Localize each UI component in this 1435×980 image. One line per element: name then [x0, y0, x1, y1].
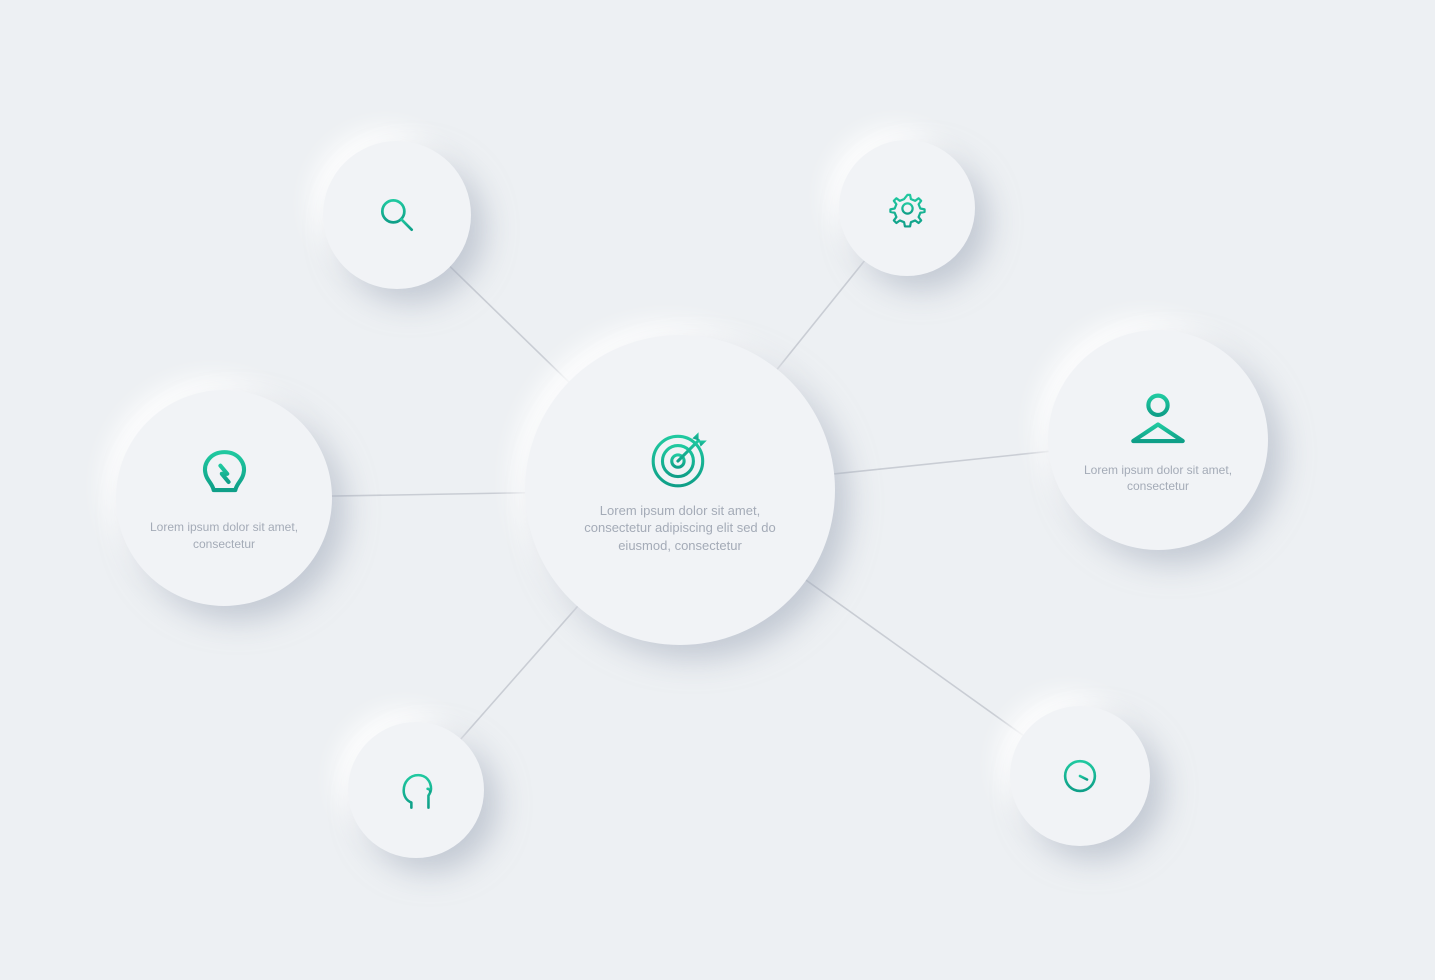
lightbulb-icon: [192, 444, 257, 509]
node-idea: Lorem ipsum dolor sit amet, consectetur: [116, 390, 332, 606]
center-node: Lorem ipsum dolor sit amet, consectetur …: [525, 335, 835, 645]
node-user: Lorem ipsum dolor sit amet, consectetur: [1048, 330, 1268, 550]
node-gear: [839, 140, 975, 276]
caption-user: Lorem ipsum dolor sit amet, consectetur: [1048, 462, 1268, 494]
caption-idea: Lorem ipsum dolor sit amet, consectetur: [116, 519, 332, 551]
node-search: [323, 141, 471, 289]
target-icon: [647, 426, 713, 492]
diagram-canvas: Lorem ipsum dolor sit amet, consectetur L…: [0, 0, 1435, 980]
clock-icon: [1059, 755, 1101, 797]
search-icon: [375, 193, 419, 237]
node-clock: [1010, 706, 1150, 846]
center-caption: Lorem ipsum dolor sit amet, consectetur …: [525, 502, 835, 555]
user-icon: [1125, 386, 1191, 452]
node-head: [348, 722, 484, 858]
head-icon: [396, 770, 437, 811]
gear-icon: [887, 188, 928, 229]
